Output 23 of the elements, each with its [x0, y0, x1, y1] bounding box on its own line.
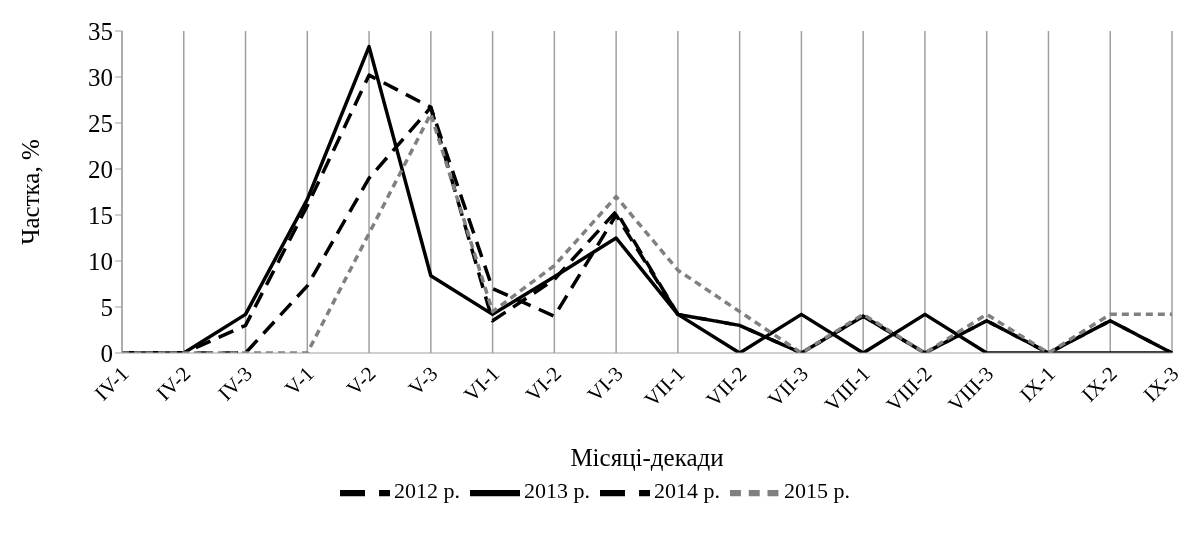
x-tick-label: V-1 [280, 361, 319, 401]
x-tick-label: VI-1 [459, 361, 505, 407]
x-tick-label: V-2 [341, 361, 381, 401]
legend-label: 2013 р. [524, 478, 590, 504]
x-tick-label: IX-1 [1014, 361, 1061, 407]
y-tick-label: 25 [88, 109, 113, 137]
x-axis-title: Місяці-декади [570, 444, 724, 471]
y-tick-label: 20 [88, 155, 113, 183]
x-tick-label: VI-2 [520, 361, 566, 407]
legend-label: 2014 р. [654, 478, 720, 504]
legend-label: 2012 р. [394, 478, 460, 504]
y-tick-label: 30 [88, 63, 113, 91]
y-tick-label: 10 [88, 247, 113, 275]
y-tick-label: 15 [88, 201, 113, 229]
legend-label: 2015 р. [784, 478, 850, 504]
x-tick-label: IV-3 [213, 361, 258, 406]
x-tick-label: IV-2 [151, 361, 196, 406]
y-axis-title: Частка, % [16, 139, 44, 245]
x-tick-label: VI-3 [582, 361, 628, 407]
x-tick-label: V-3 [403, 361, 443, 401]
y-tick-label: 5 [100, 293, 113, 321]
x-tick-label: VII-1 [639, 361, 690, 412]
y-tick-label: 35 [88, 17, 113, 45]
